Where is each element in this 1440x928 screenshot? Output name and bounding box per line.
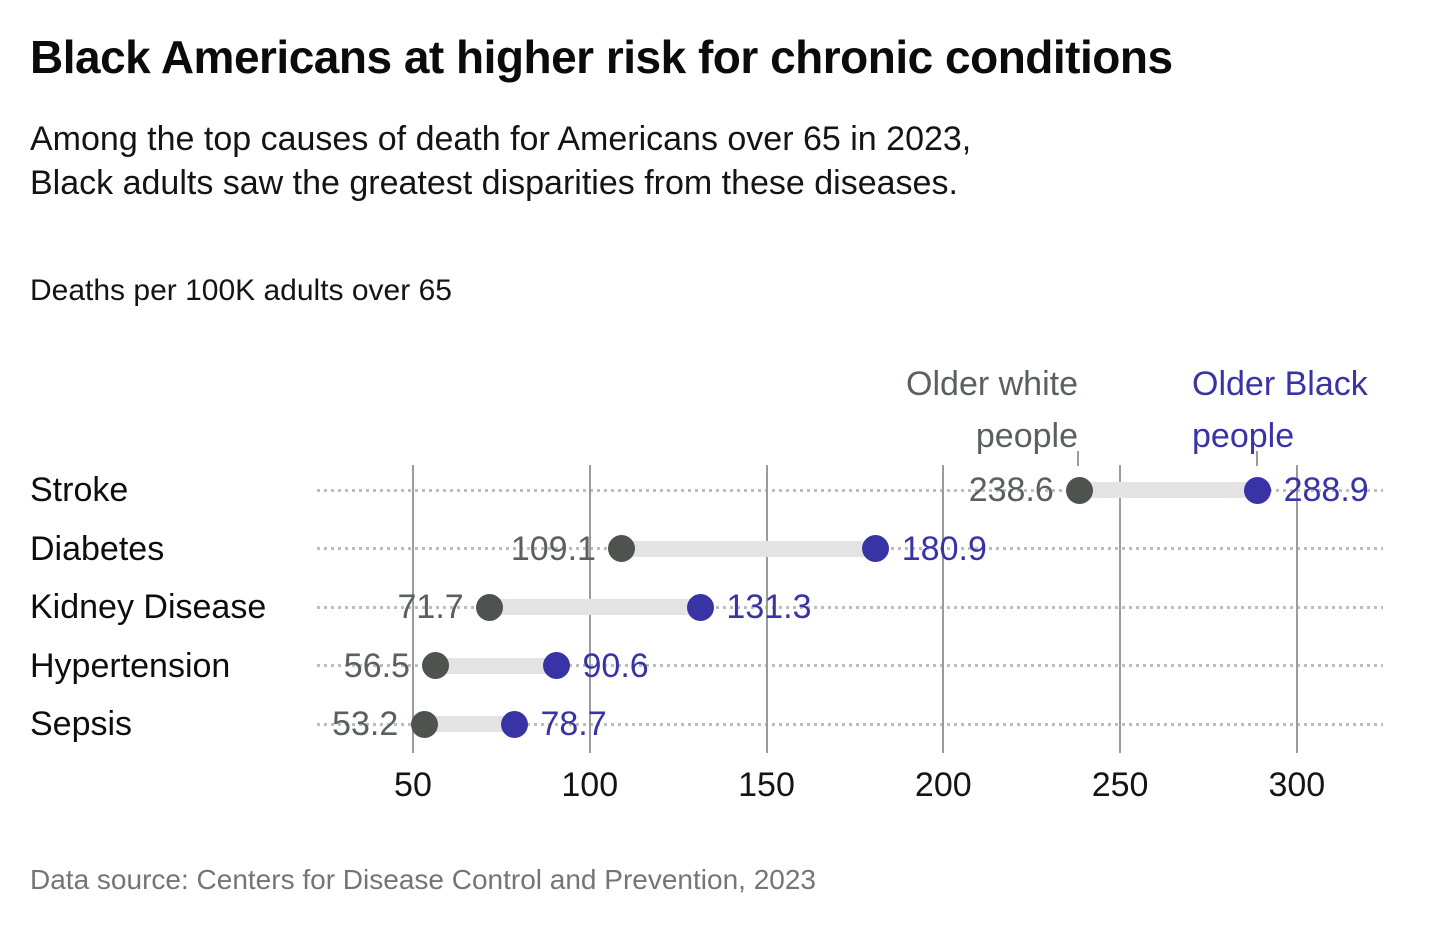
value-older-white: 71.7	[397, 588, 464, 626]
x-tick-100: 100	[561, 766, 619, 804]
x-tick-150: 150	[738, 766, 795, 804]
value-older-white: 238.6	[968, 471, 1054, 509]
gridline-300	[1295, 465, 1298, 753]
dot-older-black	[500, 710, 528, 738]
dot-older-white	[476, 593, 504, 621]
value-older-black: 180.9	[901, 529, 987, 568]
connector-band	[424, 716, 515, 732]
gridline-50	[411, 465, 414, 753]
category-label: Hypertension	[30, 646, 231, 685]
value-older-white: 53.2	[332, 705, 399, 743]
dot-older-white	[410, 710, 438, 738]
dot-older-white	[608, 535, 636, 562]
value-older-white: 109.1	[510, 529, 596, 568]
dot-older-black	[862, 535, 890, 562]
value-older-black: 288.9	[1283, 471, 1369, 509]
value-older-black: 78.7	[540, 705, 607, 743]
value-older-black: 131.3	[726, 588, 812, 626]
x-tick-50: 50	[394, 766, 432, 804]
value-older-black: 90.6	[582, 646, 649, 685]
gridline-200	[942, 465, 945, 753]
legend-white-line-2: people	[975, 417, 1078, 455]
row-leader-line	[317, 722, 1383, 726]
value-axis-label: Deaths per 100K adults over 65	[30, 274, 452, 307]
dot-older-black	[686, 593, 714, 621]
dot-older-white	[1066, 476, 1094, 504]
gridline-150	[765, 465, 768, 753]
connector-band	[435, 657, 557, 674]
category-label: Diabetes	[30, 529, 165, 568]
chart-title: Black Americans at higher risk for chron…	[30, 31, 1173, 83]
chart-subtitle: Among the top causes of death for Americ…	[30, 117, 971, 205]
data-source-note: Data source: Centers for Disease Control…	[30, 864, 816, 895]
connector-band	[489, 599, 701, 615]
connector-band	[1079, 482, 1258, 498]
legend-white-line-1: Older white	[906, 365, 1078, 403]
dot-older-black	[543, 652, 571, 679]
category-label: Stroke	[30, 471, 129, 509]
x-tick-250: 250	[1091, 766, 1149, 804]
row-leader-line	[317, 605, 1383, 609]
row-leader-line	[317, 664, 1383, 667]
connector-band	[621, 540, 876, 557]
legend-black-line-2: people	[1192, 417, 1295, 455]
subtitle-line-2: Black adults saw the greatest disparitie…	[30, 164, 958, 202]
x-tick-200: 200	[914, 766, 972, 804]
subtitle-line-1: Among the top causes of death for Americ…	[30, 120, 972, 158]
dot-older-white	[422, 652, 450, 679]
gridline-250	[1119, 465, 1122, 753]
legend-pointer-black	[1256, 451, 1258, 466]
category-label: Kidney Disease	[30, 588, 267, 626]
row-leader-line	[317, 488, 1383, 492]
x-tick-300: 300	[1268, 766, 1326, 804]
legend-pointer-white	[1077, 451, 1079, 466]
legend-older-black-people: Older Black people	[1192, 358, 1432, 462]
value-older-white: 56.5	[343, 646, 410, 685]
category-label: Sepsis	[30, 705, 133, 743]
legend-older-white-people: Older white people	[700, 358, 1078, 462]
legend-black-line-1: Older Black	[1192, 365, 1368, 403]
dot-older-black	[1244, 476, 1272, 504]
